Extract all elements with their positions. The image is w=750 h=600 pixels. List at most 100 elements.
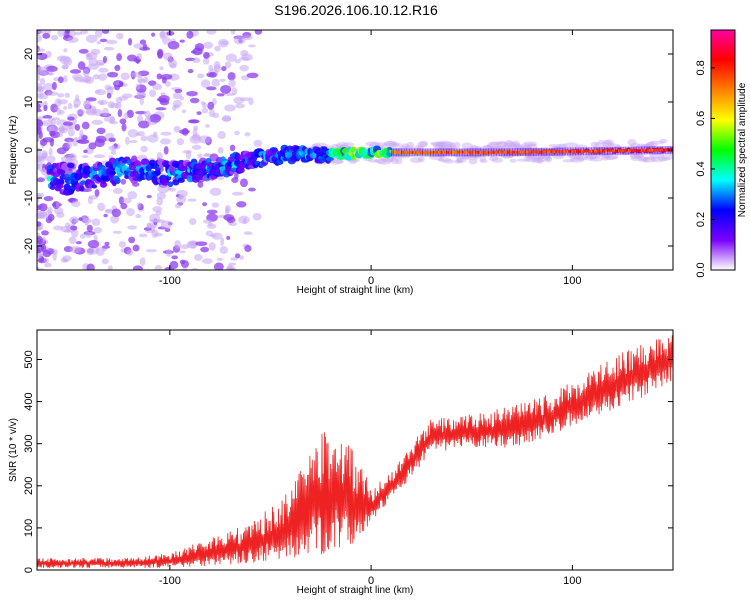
noise-blob	[239, 178, 248, 188]
noise-blob	[115, 82, 120, 86]
signal-core	[465, 151, 467, 154]
noise-blob	[174, 88, 183, 93]
spectrogram-ylabel: Frequency (Hz)	[8, 116, 19, 185]
signal-core	[484, 151, 486, 154]
signal-core	[587, 149, 589, 153]
noise-blob	[151, 32, 156, 37]
noise-blob	[105, 39, 118, 45]
signal-core	[624, 149, 626, 153]
noise-blob	[92, 74, 100, 80]
signal-core	[623, 149, 625, 153]
signal-blob	[177, 177, 185, 183]
signal-core	[495, 150, 498, 154]
noise-blob	[211, 202, 220, 208]
noise-blob	[391, 153, 398, 160]
noise-blob	[191, 144, 202, 150]
noise-blob	[84, 100, 91, 108]
signal-core	[640, 149, 642, 152]
noise-blob	[39, 77, 46, 85]
signal-core	[547, 150, 549, 154]
signal-core	[436, 151, 438, 154]
noise-blob	[178, 194, 184, 200]
signal-core	[534, 150, 536, 154]
noise-blob	[206, 209, 218, 215]
noise-blob	[207, 101, 215, 110]
noise-blob	[585, 156, 595, 161]
noise-blob	[132, 244, 140, 252]
noise-blob	[201, 107, 209, 114]
noise-blob	[409, 157, 423, 164]
noise-blob	[225, 265, 237, 270]
noise-blob	[148, 89, 157, 97]
noise-blob	[77, 61, 86, 70]
noise-blob	[108, 137, 116, 143]
x-tick-label: 100	[563, 275, 581, 287]
noise-blob	[244, 244, 252, 253]
signal-blob	[325, 156, 334, 162]
noise-blob	[126, 109, 134, 119]
noise-blob	[157, 184, 170, 194]
noise-blob	[242, 217, 247, 224]
signal-blob	[167, 181, 174, 188]
noise-blob	[186, 30, 194, 39]
noise-blob	[163, 52, 173, 61]
noise-blob	[225, 205, 231, 213]
signal-core	[606, 149, 609, 153]
noise-blob	[62, 65, 68, 70]
signal-core	[426, 151, 428, 154]
signal-core	[578, 149, 580, 153]
noise-blob	[194, 43, 205, 51]
snr-plot-area	[37, 335, 673, 568]
noise-blob	[208, 64, 214, 71]
signal-core	[616, 149, 618, 153]
noise-blob	[58, 125, 65, 135]
signal-core	[450, 151, 453, 154]
noise-blob	[119, 118, 127, 125]
noise-blob	[233, 96, 244, 104]
signal-core	[392, 151, 395, 154]
signal-core	[653, 148, 655, 152]
signal-core	[523, 150, 525, 154]
noise-blob	[440, 141, 455, 145]
signal-core	[503, 150, 506, 154]
signal-core	[632, 149, 634, 152]
noise-blob	[160, 73, 173, 80]
noise-blob	[127, 191, 138, 200]
noise-blob	[590, 156, 603, 162]
noise-blob	[202, 219, 212, 224]
noise-blob	[104, 209, 112, 213]
noise-blob	[43, 257, 49, 264]
signal-core	[462, 151, 464, 154]
noise-blob	[37, 30, 47, 34]
noise-blob	[81, 154, 89, 159]
signal-core	[511, 150, 514, 154]
noise-blob	[377, 142, 386, 147]
signal-core	[429, 151, 432, 154]
noise-blob	[40, 211, 48, 218]
signal-core	[658, 148, 660, 152]
noise-blob	[221, 115, 232, 123]
noise-blob	[43, 195, 54, 202]
signal-core	[611, 149, 614, 153]
signal-core	[486, 151, 488, 154]
noise-blob	[42, 249, 52, 258]
noise-blob	[629, 142, 641, 148]
noise-blob	[46, 155, 56, 164]
noise-blob	[73, 98, 81, 108]
noise-blob	[227, 71, 236, 81]
noise-blob	[200, 246, 210, 253]
noise-blob	[209, 233, 217, 238]
noise-blob	[180, 244, 190, 250]
noise-blob	[156, 48, 164, 58]
signal-core	[661, 148, 663, 152]
noise-blob	[94, 30, 103, 38]
noise-blob	[192, 57, 201, 64]
noise-blob	[121, 123, 127, 132]
signal-core	[664, 148, 667, 152]
noise-blob	[82, 215, 90, 222]
signal-core	[500, 150, 502, 154]
signal-core	[597, 149, 599, 153]
signal-core	[421, 151, 424, 154]
signal-blob	[237, 167, 245, 174]
noise-blob	[597, 140, 605, 145]
